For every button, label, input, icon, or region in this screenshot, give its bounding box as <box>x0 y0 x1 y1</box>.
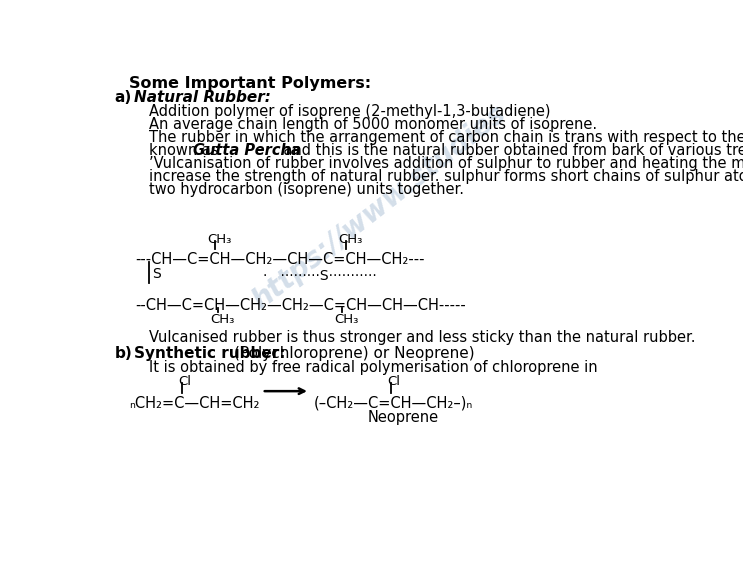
Text: Vulcanised rubber is thus stronger and less sticky than the natural rubber.: Vulcanised rubber is thus stronger and l… <box>149 330 696 345</box>
Text: (Polychloroprene) or Neoprene): (Polychloroprene) or Neoprene) <box>234 345 475 361</box>
Text: ₙCH₂=C—CH=CH₂: ₙCH₂=C—CH=CH₂ <box>129 396 260 411</box>
Text: S: S <box>152 267 160 281</box>
Text: Neoprene: Neoprene <box>368 411 439 425</box>
Text: Cl: Cl <box>387 375 400 388</box>
Text: (–CH₂—C=CH—CH₂–)ₙ: (–CH₂—C=CH—CH₂–)ₙ <box>314 396 473 411</box>
Text: ’Vulcanisation of rubber involves addition of sulphur to rubber and heating the : ’Vulcanisation of rubber involves additi… <box>149 156 743 171</box>
Text: https://www.studies: https://www.studies <box>247 99 512 315</box>
Text: Synthetic rubber:: Synthetic rubber: <box>134 345 285 361</box>
Text: two hydrocarbon (isoprene) units together.: two hydrocarbon (isoprene) units togethe… <box>149 183 464 198</box>
Text: CH₃: CH₃ <box>334 313 359 327</box>
Text: Cl: Cl <box>178 375 191 388</box>
Text: It is obtained by free radical polymerisation of chloroprene in: It is obtained by free radical polymeris… <box>149 360 598 375</box>
Text: Gutta Percha: Gutta Percha <box>193 143 301 158</box>
Text: CH₃: CH₃ <box>339 232 363 246</box>
Text: Natural Rubber:: Natural Rubber: <box>134 90 271 105</box>
Text: ·   ·········S···········: · ·········S··········· <box>263 269 377 283</box>
Text: CH₃: CH₃ <box>207 232 232 246</box>
Text: An average chain length of 5000 monomer units of isoprene.: An average chain length of 5000 monomer … <box>149 117 597 132</box>
Text: known as              and this is the natural rubber obtained from bark of vario: known as and this is the natural rubber … <box>149 143 743 158</box>
Text: Some Important Polymers:: Some Important Polymers: <box>129 76 371 91</box>
Text: CH₃: CH₃ <box>210 313 234 327</box>
Text: ---CH—C=CH—CH₂—CH—C=CH—CH₂---: ---CH—C=CH—CH₂—CH—C=CH—CH₂--- <box>135 252 425 267</box>
Text: increase the strength of natural rubber. sulphur forms short chains of sulphur a: increase the strength of natural rubber.… <box>149 170 743 184</box>
Text: b): b) <box>114 345 132 361</box>
Text: The rubber in which the arrangement of carbon chain is trans with respect to the: The rubber in which the arrangement of c… <box>149 130 743 145</box>
Text: --CH—C=CH—CH₂—CH₂—C=CH—CH—CH-----: --CH—C=CH—CH₂—CH₂—C=CH—CH—CH----- <box>135 298 467 313</box>
Text: a): a) <box>114 90 132 105</box>
Text: Addition polymer of isoprene (2-methyl-1,3-butadiene): Addition polymer of isoprene (2-methyl-1… <box>149 104 551 119</box>
